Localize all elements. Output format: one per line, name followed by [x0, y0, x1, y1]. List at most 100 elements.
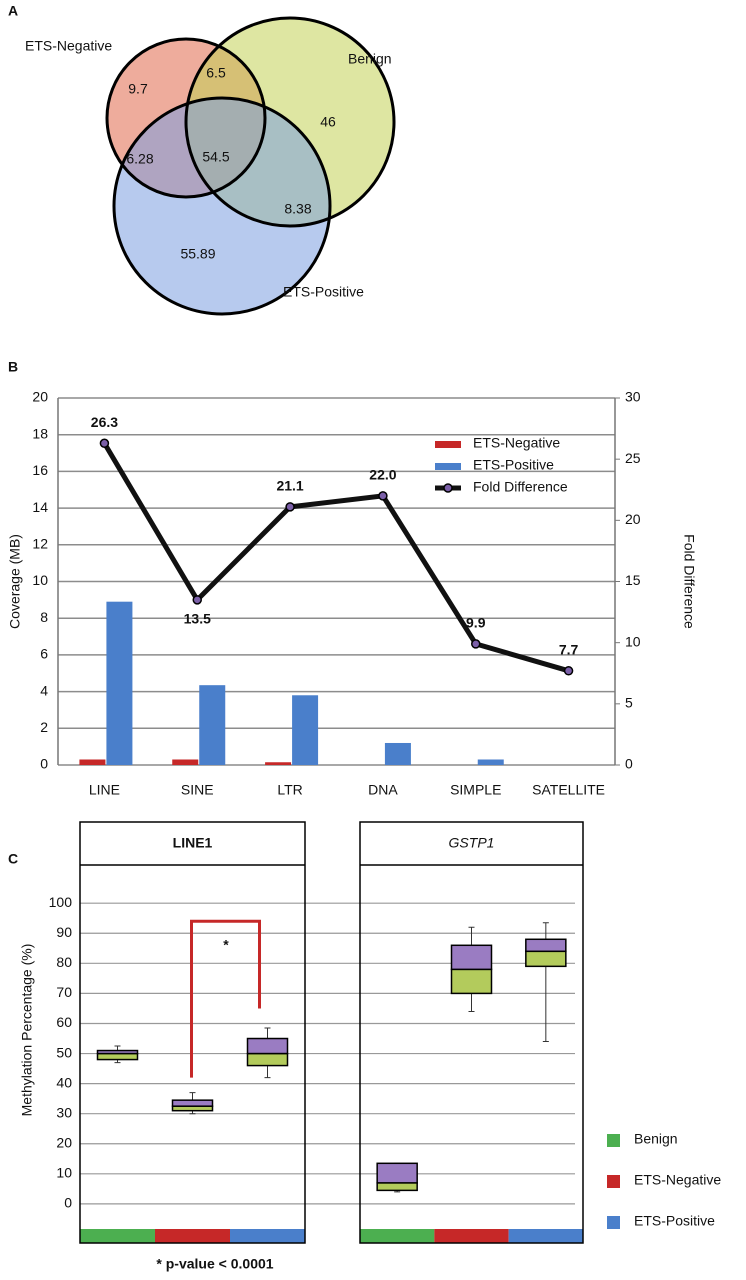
y-tick-label: 0 [64, 1195, 72, 1211]
whisker-high [542, 922, 549, 940]
legend-swatch [607, 1216, 620, 1229]
line-point [99, 438, 110, 449]
set-label: ETS-Positive [283, 284, 364, 300]
y-tick-label: 80 [56, 954, 72, 970]
panel-label: A [8, 3, 18, 19]
line-point [563, 666, 574, 676]
y-tick-label: 0 [40, 756, 48, 772]
y2-tick-label: 5 [625, 695, 633, 711]
set-circle [114, 98, 330, 314]
line-point [192, 595, 202, 605]
line-point [471, 639, 481, 649]
line-point [285, 502, 295, 512]
legend-swatch [435, 463, 461, 470]
x-tick-label: SATELLITE [532, 782, 605, 798]
y-tick-label: 6 [40, 646, 48, 662]
whisker-high [468, 926, 475, 946]
y-tick-label: 30 [56, 1104, 72, 1120]
bar [292, 695, 319, 765]
category-strip [155, 1229, 230, 1243]
value-label: 26.3 [91, 414, 118, 430]
legend-label: ETS-Negative [473, 435, 560, 451]
panel-frame [79, 821, 306, 1244]
y-tick-label: 40 [56, 1074, 72, 1090]
box-upper [450, 944, 493, 971]
panel-title: LINE1 [173, 835, 213, 851]
set-outline [184, 16, 396, 228]
legend-label: ETS-Positive [473, 457, 554, 473]
y2-axis-label: Fold Difference [681, 534, 697, 629]
y-tick-label: 100 [49, 894, 73, 910]
bar [106, 601, 133, 765]
whisker-high [264, 1027, 271, 1039]
region-value: 55.89 [180, 246, 215, 262]
legend-swatch [607, 1175, 620, 1188]
box-upper [525, 938, 567, 953]
y-tick-label: 14 [32, 499, 48, 515]
y-axis-label: Coverage (MB) [7, 534, 23, 629]
bar [79, 759, 106, 765]
significance-bracket [190, 919, 261, 1078]
legend-swatch [435, 441, 461, 448]
x-tick-label: SIMPLE [450, 782, 501, 798]
bar [477, 759, 504, 765]
box-lower [246, 1052, 289, 1067]
line-point [378, 491, 388, 501]
x-tick-label: DNA [368, 782, 398, 798]
box-lower [376, 1182, 418, 1192]
y-tick-label: 20 [56, 1134, 72, 1150]
region-value: 9.7 [128, 81, 148, 97]
y-tick-label: 10 [32, 572, 48, 588]
panel-label: C [8, 851, 18, 867]
category-strip [360, 1229, 435, 1243]
box-lower [525, 950, 567, 968]
y2-tick-label: 10 [625, 633, 641, 649]
whisker-low [468, 993, 475, 1012]
whisker-high [114, 1045, 121, 1051]
y2-tick-label: 20 [625, 511, 641, 527]
value-label: 22.0 [369, 467, 396, 483]
value-label: 7.7 [559, 642, 579, 658]
value-label: 9.9 [466, 615, 486, 631]
whisker-low [542, 966, 549, 1043]
legend-label: Fold Difference [473, 479, 568, 495]
bar [172, 759, 199, 765]
legend-marker [443, 483, 453, 493]
panel-b: B 0 2 4 6 8 10 12 14 16 18 20 0 5 10 15 20 25 30 Coverage (… [7, 359, 698, 798]
value-label: 13.5 [184, 611, 211, 627]
box-upper [96, 1049, 139, 1055]
box-upper [376, 1162, 418, 1184]
y-tick-label: 50 [56, 1044, 72, 1060]
bar [265, 762, 292, 765]
region-value: 6.5 [206, 65, 226, 81]
legend-label: ETS-Negative [634, 1172, 721, 1188]
region-value: 54.5 [202, 149, 229, 165]
panel-c: C 0 10 20 30 40 50 60 70 80 90 100 Methylation Perce… [8, 821, 721, 1272]
y-axis-label: Methylation Percentage (%) [19, 944, 35, 1117]
y-tick-label: 70 [56, 984, 72, 1000]
box-lower [450, 968, 493, 995]
y-tick-label: 90 [56, 924, 72, 940]
region-value: 8.38 [284, 201, 311, 217]
whisker-low [264, 1065, 271, 1079]
box-lower [96, 1052, 139, 1061]
box-upper [171, 1099, 214, 1107]
y-tick-label: 20 [32, 389, 48, 405]
y-tick-label: 16 [32, 462, 48, 478]
y-tick-label: 18 [32, 425, 48, 441]
bar [199, 685, 226, 765]
y2-tick-label: 0 [625, 756, 633, 772]
category-strip [508, 1229, 583, 1243]
x-tick-label: SINE [181, 782, 214, 798]
header-bg [80, 822, 305, 865]
line [102, 441, 570, 674]
set-label: Benign [348, 51, 392, 67]
box-upper [246, 1037, 289, 1055]
legend-swatch [607, 1134, 620, 1147]
value-label: 21.1 [276, 478, 303, 494]
category-strip [80, 1229, 155, 1243]
legend-label: ETS-Positive [634, 1213, 715, 1229]
region-value: 46 [320, 114, 336, 130]
y2-tick-label: 30 [625, 389, 641, 405]
